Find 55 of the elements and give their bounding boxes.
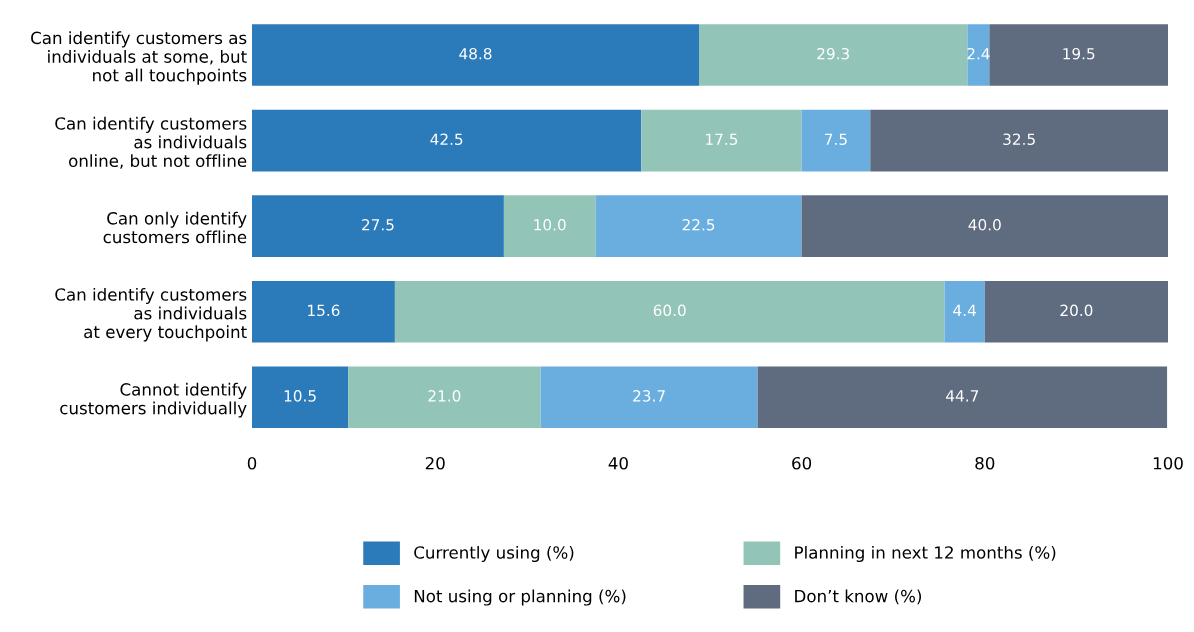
- x-tick-label: 40: [608, 456, 628, 470]
- bar: [252, 366, 349, 429]
- legend-label: Don’t know (%): [795, 589, 922, 605]
- y-tick-label: Cannot identify customers individually: [60, 382, 247, 418]
- x-tick-label: 100: [1153, 456, 1183, 470]
- x-tick-label: 60: [792, 456, 812, 470]
- bar: [540, 366, 758, 429]
- y-tick-label: Can identify customers as individuals at every touchpoint: [55, 287, 247, 342]
- data-label: 22.5: [682, 219, 715, 231]
- legend-label: Not using or planning (%): [414, 589, 626, 606]
- data-label: 23.7: [633, 390, 665, 402]
- data-label: 20.0: [1060, 304, 1093, 317]
- data-label: 32.5: [1003, 133, 1035, 146]
- bar: [252, 280, 395, 343]
- legend-label: Planning in next 12 months (%): [795, 545, 1056, 563]
- bar: [944, 280, 985, 343]
- data-label: 60.0: [653, 304, 686, 317]
- x-tick-label: 80: [975, 456, 995, 470]
- bar: [989, 24, 1168, 86]
- data-label: 7.5: [825, 133, 847, 146]
- y-tick-label: Can identify customers as individuals online, but not offline: [55, 116, 247, 169]
- bar: [503, 195, 596, 257]
- bar: [984, 280, 1168, 343]
- bar: [252, 109, 642, 172]
- data-label: 40.0: [968, 219, 1001, 231]
- x-tick-label: 20: [425, 456, 445, 470]
- bar: [252, 195, 504, 257]
- bar: [967, 24, 990, 86]
- y-tick-label: Can identify customers as individuals at some, but not all touchpoints: [31, 31, 247, 85]
- bar: [595, 195, 802, 257]
- bar: [394, 280, 945, 343]
- bar: [699, 24, 968, 86]
- data-label: 44.7: [946, 390, 979, 402]
- y-tick-label: Can only identify customers offline: [103, 211, 247, 244]
- data-label: 4.4: [953, 304, 976, 316]
- legend-label: Currently using (%): [414, 545, 574, 563]
- bar: [801, 109, 871, 172]
- data-label: 15.6: [308, 304, 340, 317]
- data-label: 42.5: [430, 133, 463, 146]
- bar: [801, 195, 1168, 257]
- data-label: 27.5: [362, 219, 394, 231]
- bar: [252, 24, 700, 86]
- data-label: 48.8: [459, 47, 492, 60]
- bar: [641, 109, 802, 172]
- bar: [870, 109, 1168, 172]
- data-label: 19.5: [1063, 47, 1095, 60]
- x-tick-label: 0: [247, 456, 257, 470]
- bar: [757, 366, 1168, 429]
- data-label: 2.4: [967, 47, 990, 60]
- data-label: 10.0: [534, 219, 566, 231]
- data-label: 17.5: [706, 133, 738, 146]
- data-label: 10.5: [284, 390, 316, 402]
- data-label: 29.3: [817, 47, 849, 60]
- data-label: 21.0: [428, 390, 461, 402]
- bar: [348, 366, 541, 429]
